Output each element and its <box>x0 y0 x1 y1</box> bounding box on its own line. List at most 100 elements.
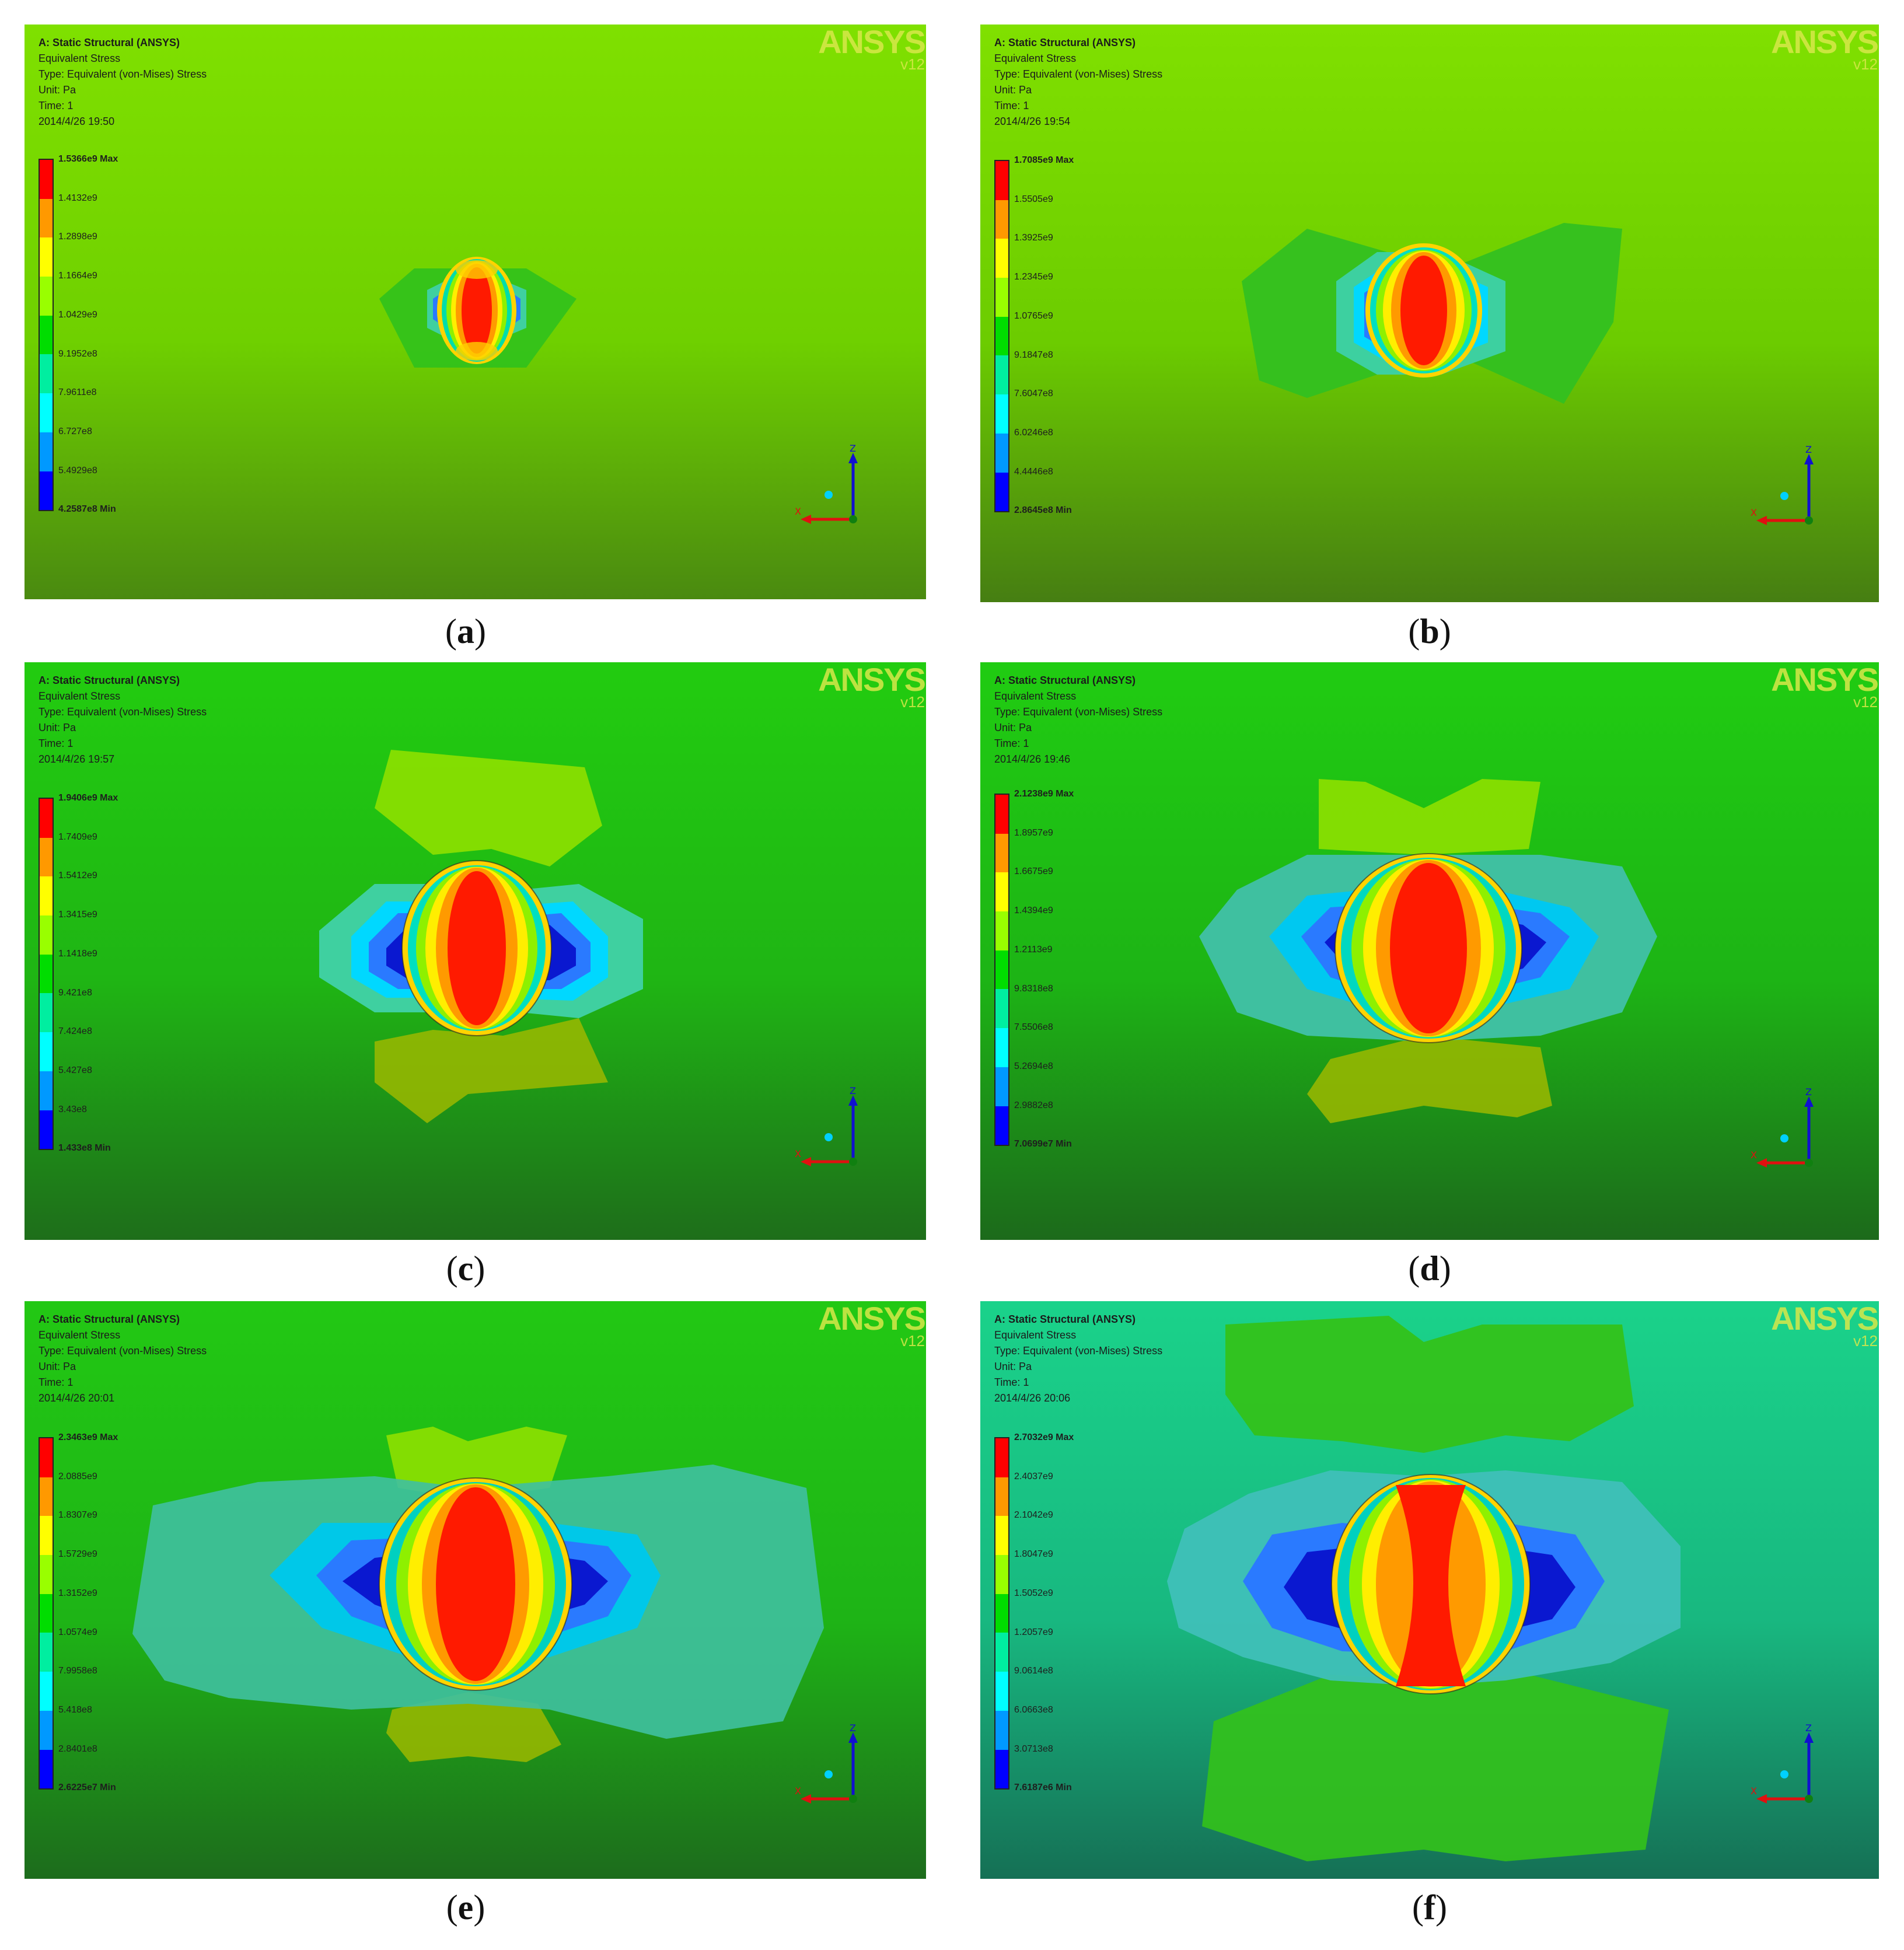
legend-tick-label: 1.5505e9 <box>1014 194 1053 204</box>
legend-color-swatch <box>40 876 53 916</box>
legend-tick-label: 7.5506e8 <box>1014 1022 1053 1033</box>
legend-color-swatch <box>40 1071 53 1110</box>
caption-d: (d) <box>1408 1249 1451 1288</box>
legend-color-swatch <box>995 161 1008 200</box>
result-type: Type: Equivalent (von-Mises) Stress <box>39 68 207 80</box>
legend-color-swatch <box>995 1593 1008 1633</box>
legend-color-swatch <box>40 1477 53 1516</box>
result-name: Equivalent Stress <box>994 690 1077 702</box>
caption-b: (b) <box>1408 612 1451 651</box>
legend-tick-label: 1.3925e9 <box>1014 233 1053 243</box>
legend-color-bar <box>39 798 54 1151</box>
legend-color-swatch <box>40 432 53 471</box>
color-legend: 1.7085e9 Max 1.5505e9 1.3925e9 1.2345e9 1.07… <box>994 155 1146 533</box>
legend-tick-label: 9.421e8 <box>58 987 92 998</box>
legend-tick-label: 1.4132e9 <box>58 193 97 203</box>
color-legend: 1.9406e9 Max 1.7409e9 1.5412e9 1.3415e9 1.14… <box>39 793 190 1171</box>
legend-color-bar <box>994 794 1009 1147</box>
analysis-title: A: Static Structural (ANSYS) <box>994 1313 1136 1325</box>
legend-tick-label: 1.0765e9 <box>1014 310 1053 321</box>
legend-tick-label: 1.4394e9 <box>1014 906 1053 916</box>
legend-tick-label: 3.0713e8 <box>1014 1743 1053 1754</box>
legend-color-swatch <box>995 989 1008 1029</box>
legend-color-swatch <box>40 837 53 877</box>
legend-color-bar <box>994 160 1009 513</box>
legend-min-label: 2.8645e8 Min <box>1014 505 1072 516</box>
axis-x-label: X <box>795 1785 801 1797</box>
logo-text: ANSYS <box>818 25 926 60</box>
caption-f: (f) <box>1412 1888 1447 1927</box>
legend-max-label: 2.7032e9 Max <box>1014 1432 1074 1442</box>
result-type: Type: Equivalent (von-Mises) Stress <box>39 1345 207 1357</box>
axis-x-label: X <box>1751 1149 1757 1161</box>
coordinate-triad-icon: Z X <box>795 1724 858 1804</box>
color-legend: 2.7032e9 Max 2.4037e9 2.1042e9 1.8047e9 1.50… <box>994 1432 1146 1811</box>
legend-color-swatch <box>40 198 53 238</box>
result-name: Equivalent Stress <box>39 1329 121 1341</box>
legend-tick-label: 1.7409e9 <box>58 831 97 842</box>
legend-color-swatch <box>40 915 53 955</box>
result-unit: Unit: Pa <box>39 722 76 733</box>
result-type: Type: Equivalent (von-Mises) Stress <box>994 1345 1163 1357</box>
legend-color-swatch <box>40 1672 53 1711</box>
legend-color-swatch <box>995 833 1008 873</box>
axis-z-label: Z <box>850 1724 856 1734</box>
axis-x-label: X <box>795 1148 801 1159</box>
result-panel-b: A: Static Structural (ANSYS) Equivalent … <box>980 25 1879 602</box>
result-time: Time: 1 <box>994 100 1029 111</box>
legend-tick-label: 1.3415e9 <box>58 910 97 920</box>
analysis-title: A: Static Structural (ANSYS) <box>39 37 180 48</box>
color-legend: 1.5366e9 Max 1.4132e9 1.2898e9 1.1664e9 1.04… <box>39 154 190 532</box>
analysis-title: A: Static Structural (ANSYS) <box>39 675 180 686</box>
result-header: A: Static Structural (ANSYS) Equivalent … <box>39 1312 207 1406</box>
axis-z-label: Z <box>850 1087 856 1096</box>
result-type: Type: Equivalent (von-Mises) Stress <box>994 68 1163 80</box>
result-time: Time: 1 <box>994 738 1029 749</box>
result-timestamp: 2014/4/26 19:50 <box>39 116 115 127</box>
legend-tick-label: 1.1664e9 <box>58 271 97 281</box>
legend-color-swatch <box>995 433 1008 473</box>
stress-contour-plot <box>1167 1316 1681 1861</box>
legend-color-swatch <box>995 472 1008 512</box>
axis-x-label: X <box>1751 507 1757 518</box>
legend-color-swatch <box>40 1555 53 1594</box>
result-header: A: Static Structural (ANSYS) Equivalent … <box>39 673 207 767</box>
result-name: Equivalent Stress <box>39 690 121 702</box>
legend-tick-label: 7.9611e8 <box>58 387 97 398</box>
legend-min-label: 7.6187e6 Min <box>1014 1783 1072 1793</box>
legend-tick-label: 1.2898e9 <box>58 232 97 242</box>
legend-tick-label: 4.4446e8 <box>1014 466 1053 477</box>
result-name: Equivalent Stress <box>39 53 121 64</box>
result-panel-c: A: Static Structural (ANSYS) Equivalent … <box>25 662 926 1240</box>
ansys-logo: ANSYS v12 <box>818 662 926 711</box>
legend-tick-label: 1.5412e9 <box>58 871 97 881</box>
result-type: Type: Equivalent (von-Mises) Stress <box>39 706 207 718</box>
result-panel-f: A: Static Structural (ANSYS) Equivalent … <box>980 1301 1879 1879</box>
result-unit: Unit: Pa <box>39 84 76 96</box>
legend-color-swatch <box>995 911 1008 950</box>
axis-z-label: Z <box>850 445 856 454</box>
legend-tick-label: 5.2694e8 <box>1014 1061 1053 1071</box>
result-timestamp: 2014/4/26 20:01 <box>39 1392 115 1404</box>
legend-max-label: 1.9406e9 Max <box>58 793 118 803</box>
version-label: v12 <box>900 693 925 711</box>
legend-color-swatch <box>995 200 1008 239</box>
legend-color-swatch <box>995 1516 1008 1556</box>
legend-color-swatch <box>40 1749 53 1789</box>
legend-tick-label: 2.8401e8 <box>58 1743 97 1754</box>
logo-text: ANSYS <box>818 662 926 698</box>
legend-min-label: 2.6225e7 Min <box>58 1783 116 1793</box>
legend-tick-label: 7.424e8 <box>58 1026 92 1037</box>
legend-tick-label: 1.2345e9 <box>1014 272 1053 282</box>
legend-tick-label: 1.0574e9 <box>58 1627 97 1637</box>
logo-text: ANSYS <box>1771 1301 1879 1337</box>
logo-text: ANSYS <box>1771 25 1879 60</box>
legend-min-label: 7.0699e7 Min <box>1014 1139 1072 1149</box>
legend-color-swatch <box>40 277 53 316</box>
legend-tick-label: 1.8957e9 <box>1014 827 1053 838</box>
legend-color-swatch <box>40 471 53 511</box>
stress-contour-plot <box>1199 779 1657 1123</box>
legend-color-swatch <box>995 1633 1008 1672</box>
axis-x-label: X <box>795 506 801 517</box>
result-timestamp: 2014/4/26 19:57 <box>39 753 115 765</box>
